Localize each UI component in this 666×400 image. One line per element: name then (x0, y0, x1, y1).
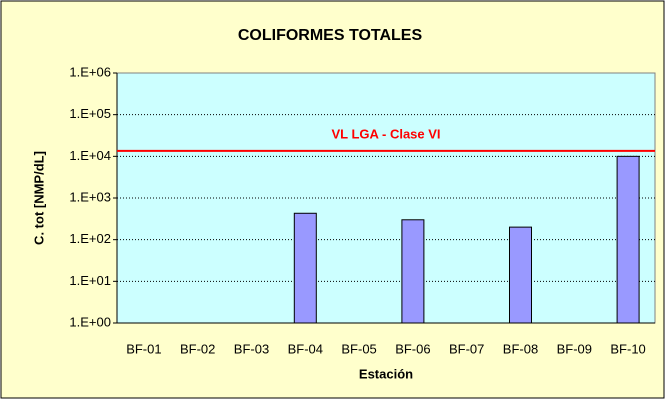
bar (616, 155, 640, 324)
y-tick-label: 1.E+06 (69, 64, 111, 79)
x-tick-label: BF-09 (557, 341, 592, 356)
bar (509, 226, 532, 324)
x-tick-label: BF-10 (610, 341, 645, 356)
y-tick-label: 1.E+01 (69, 273, 111, 288)
y-tick-label: 1.E+00 (69, 314, 111, 329)
bar (293, 212, 317, 324)
x-tick-label: BF-05 (341, 341, 376, 356)
bar (401, 219, 425, 324)
x-tick-label: BF-01 (126, 341, 161, 356)
x-tick-label: BF-07 (449, 341, 484, 356)
x-tick-label: BF-03 (234, 341, 269, 356)
y-axis-label: C. tot [NMP/dL] (31, 151, 46, 245)
y-tick-label: 1.E+05 (69, 106, 111, 121)
plot-area (116, 72, 656, 324)
chart-title: COLIFORMES TOTALES (238, 27, 423, 44)
y-tick-label: 1.E+02 (69, 231, 111, 246)
x-axis-label: Estación (359, 366, 413, 381)
x-tick-label: BF-06 (395, 341, 430, 356)
x-tick-label: BF-08 (503, 341, 538, 356)
reference-label: VL LGA - Clase VI (331, 126, 440, 141)
y-tick-label: 1.E+03 (69, 189, 111, 204)
y-tick-label: 1.E+04 (69, 148, 111, 163)
x-tick-label: BF-02 (180, 341, 215, 356)
x-tick-label: BF-04 (288, 341, 323, 356)
